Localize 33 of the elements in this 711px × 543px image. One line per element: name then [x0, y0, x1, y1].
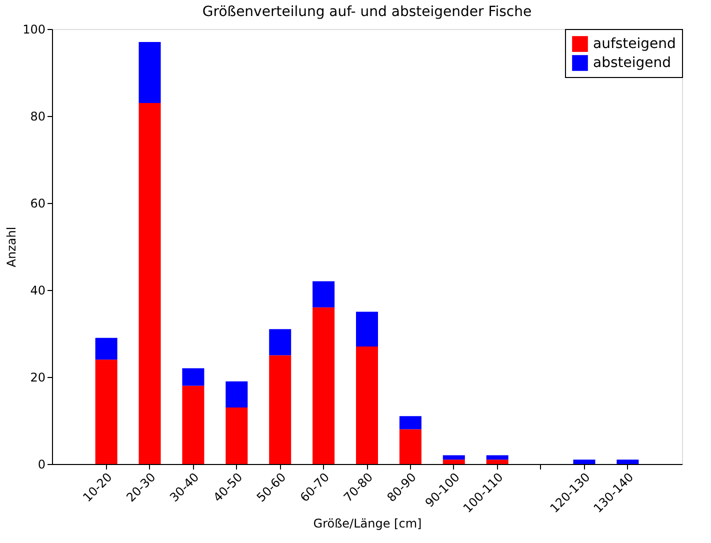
- bar: [226, 381, 248, 408]
- y-tick-label: 100: [22, 22, 46, 36]
- bar: [486, 460, 508, 464]
- legend-label: absteigend: [593, 55, 672, 71]
- bar: [182, 386, 204, 464]
- bar: [399, 416, 422, 430]
- bar: [356, 312, 378, 347]
- x-axis-title: Größe/Länge [cm]: [313, 516, 422, 531]
- y-tick-label: 0: [38, 458, 46, 472]
- legend-label: aufsteigend: [593, 36, 676, 52]
- bar: [226, 407, 248, 464]
- bar: [269, 329, 292, 356]
- bar: [399, 429, 422, 464]
- y-tick-label: 40: [30, 284, 46, 298]
- bar: [312, 307, 335, 464]
- bar: [356, 346, 378, 464]
- bar: [182, 368, 204, 386]
- bar: [442, 460, 465, 464]
- bar: [573, 460, 596, 464]
- bar: [442, 455, 465, 460]
- bar: [95, 338, 118, 360]
- y-tick-label: 60: [30, 196, 46, 210]
- y-tick-label: 80: [30, 110, 46, 124]
- y-tick-label: 20: [30, 370, 46, 384]
- bar: [486, 455, 508, 460]
- bar: [95, 360, 118, 464]
- bar: [616, 460, 639, 464]
- y-axis-title: Anzahl: [4, 226, 19, 268]
- bar: [312, 281, 335, 308]
- bar: [269, 355, 292, 464]
- chart-title: Größenverteilung auf- und absteigender Fische: [202, 4, 532, 20]
- bar: [138, 42, 161, 103]
- bar: [138, 102, 161, 464]
